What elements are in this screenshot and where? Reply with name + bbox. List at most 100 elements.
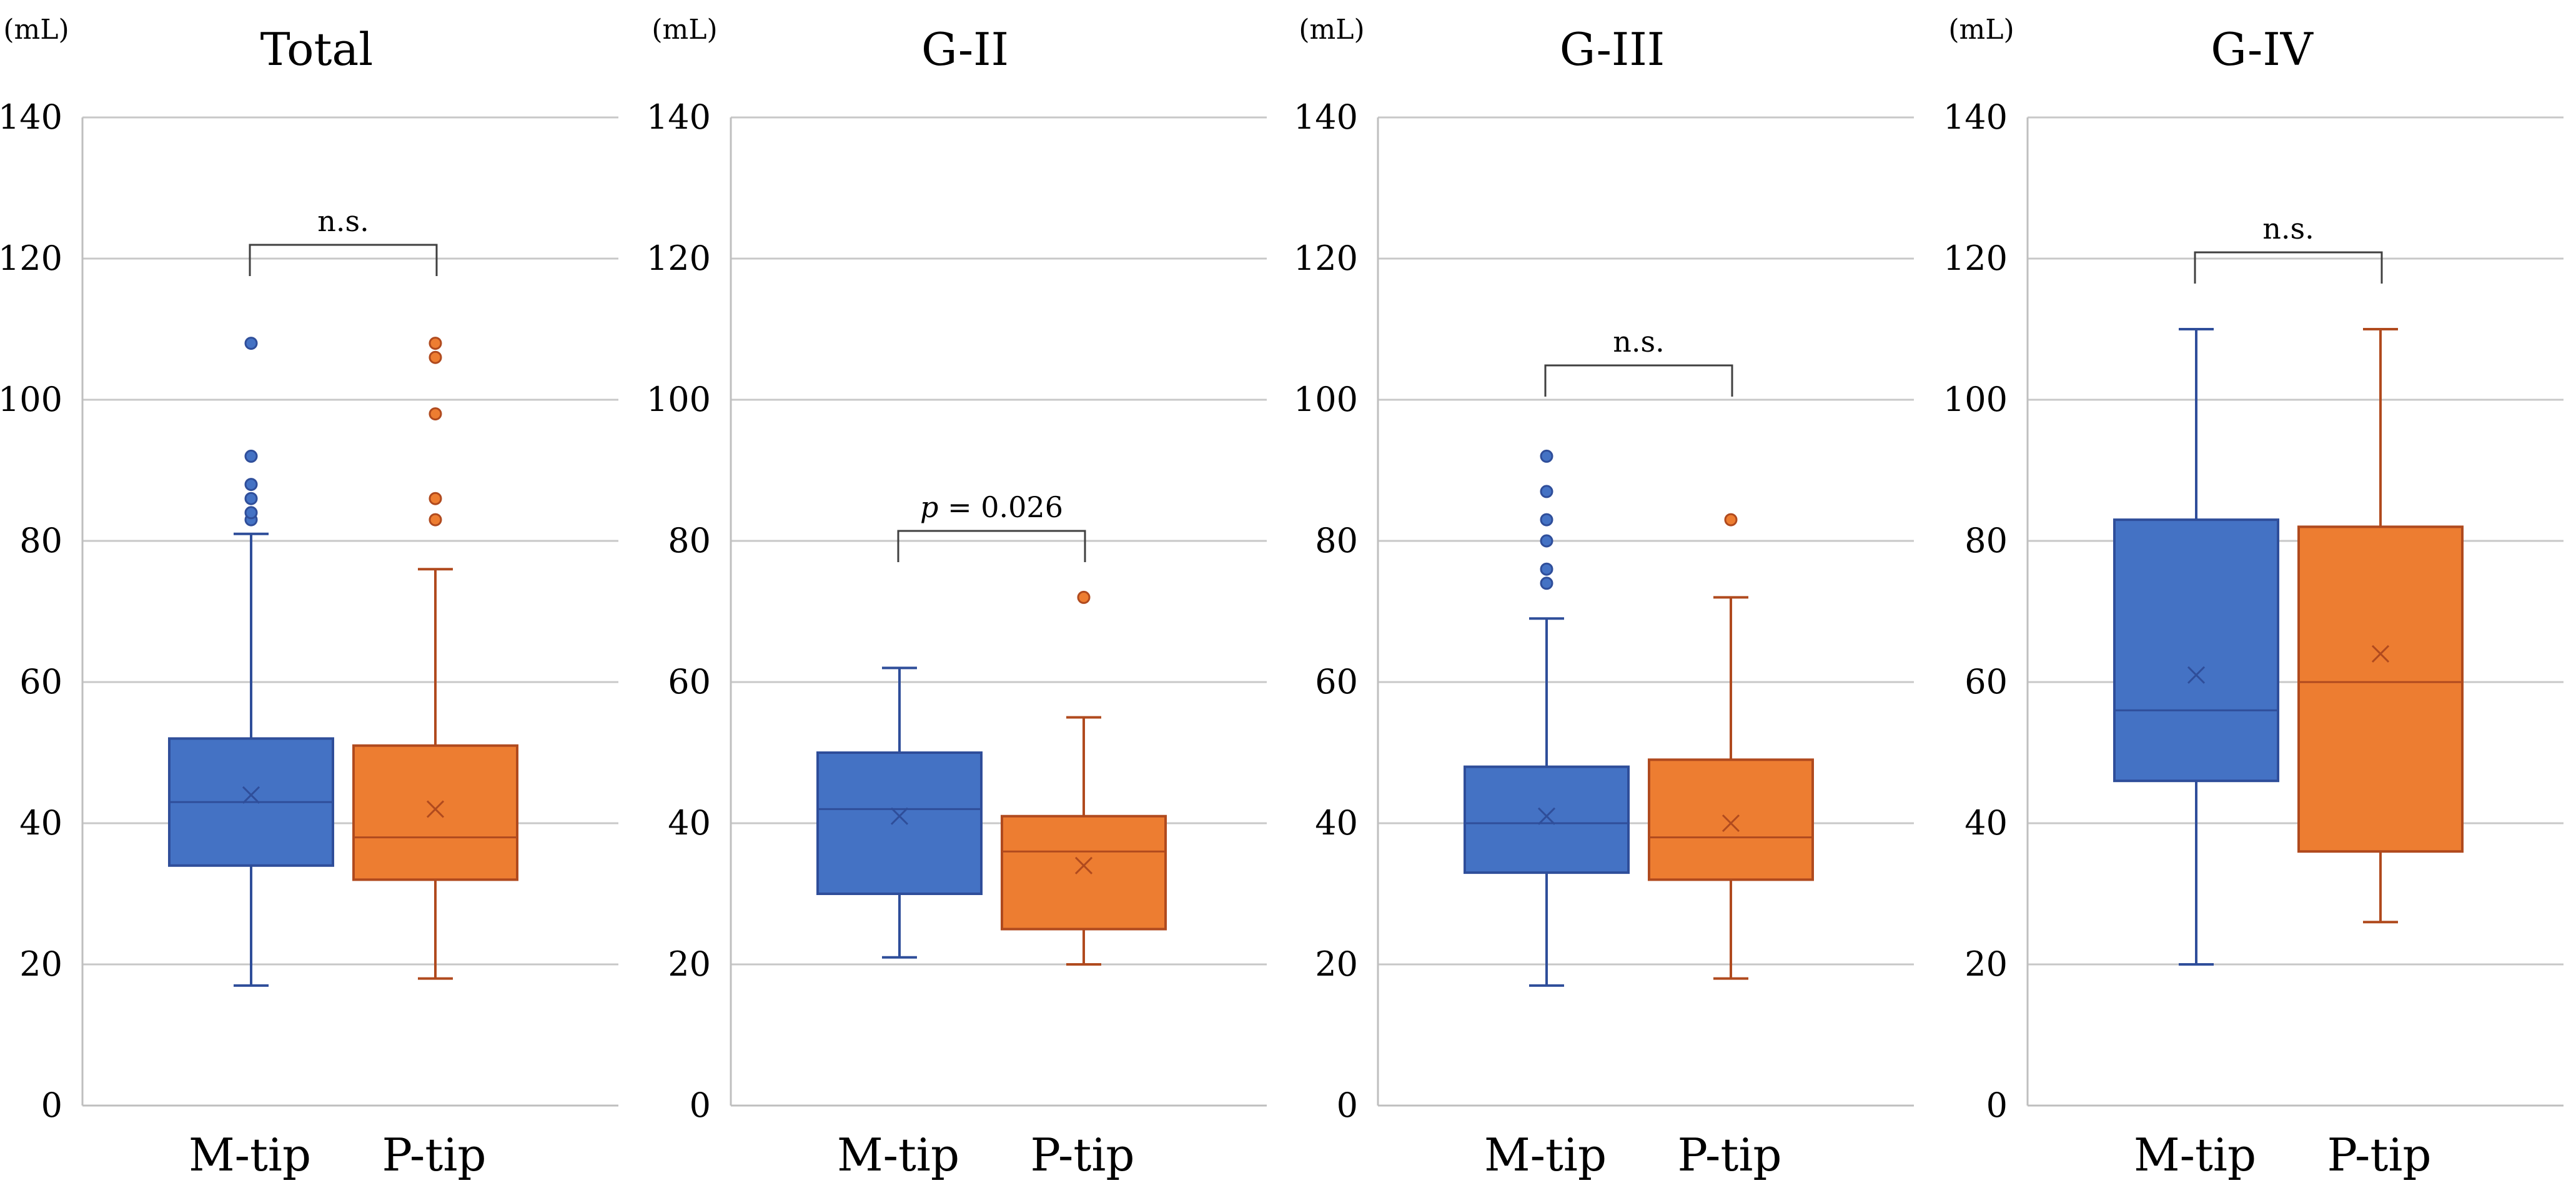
- x-tick-label: M-tip: [837, 1129, 959, 1181]
- panel-3: (mL) 0 20 40 60 80 100 120 140 G-IV M-tip P-tip n.s.: [1943, 14, 2564, 1181]
- y-tick-label: 100: [0, 380, 62, 419]
- box-iqr: [1001, 814, 1167, 931]
- outlier-point: [1540, 534, 1553, 548]
- y-tick-label: 0: [1986, 1086, 2008, 1125]
- y-tick-label: 80: [19, 521, 62, 560]
- significance-bracket: [2194, 251, 2383, 284]
- box-iqr: [2113, 518, 2279, 783]
- mean-marker: [2187, 666, 2206, 684]
- x-tick-label: P-tip: [1031, 1129, 1135, 1181]
- box-iqr: [816, 751, 983, 895]
- significance-bracket: [249, 244, 438, 276]
- outlier-point: [429, 337, 442, 350]
- series-p-tip: [1001, 590, 1167, 966]
- x-tick-label: M-tip: [1484, 1129, 1607, 1181]
- mean-marker: [426, 800, 445, 818]
- series-m-tip: [2113, 328, 2279, 966]
- mean-marker: [2371, 645, 2390, 663]
- y-tick-label: 120: [0, 239, 62, 278]
- y-tick-label: 40: [1315, 803, 1358, 843]
- significance-bracket: [897, 530, 1086, 562]
- series-m-tip: [1464, 449, 1630, 987]
- y-tick-label: 140: [1294, 97, 1358, 137]
- outlier-point: [1724, 513, 1738, 527]
- outlier-point: [1540, 562, 1553, 576]
- y-tick-label: 0: [690, 1086, 711, 1125]
- box-iqr: [1648, 758, 1814, 881]
- y-tick-label: 20: [1315, 944, 1358, 984]
- outlier-point: [1540, 577, 1553, 590]
- mean-marker: [242, 786, 260, 804]
- unit-label: (mL): [3, 14, 69, 46]
- y-tick-label: 20: [19, 944, 62, 984]
- y-tick-label: 60: [19, 662, 62, 701]
- series-p-tip: [1648, 513, 1814, 980]
- y-tick-label: 80: [1964, 521, 2008, 560]
- y-tick-label: 0: [1337, 1086, 1358, 1125]
- outlier-point: [429, 350, 442, 364]
- outlier-point: [1540, 513, 1553, 527]
- outlier-point: [244, 337, 258, 350]
- y-tick-label: 80: [1315, 521, 1358, 560]
- y-tick-label: 120: [1943, 239, 2008, 278]
- significance-label: n.s.: [2262, 212, 2314, 245]
- p-symbol: p: [920, 490, 938, 524]
- unit-label: (mL): [1948, 14, 2014, 46]
- y-tick-label: 100: [646, 380, 711, 419]
- outlier-point: [244, 449, 258, 463]
- outlier-point: [244, 506, 258, 520]
- y-tick-label: 120: [646, 239, 711, 278]
- y-tick-label: 60: [1964, 662, 2008, 701]
- x-tick-label: M-tip: [189, 1129, 311, 1181]
- y-tick-label: 60: [1315, 662, 1358, 701]
- y-tick-label: 0: [41, 1086, 62, 1125]
- outlier-point: [244, 478, 258, 492]
- x-tick-label: M-tip: [2134, 1129, 2256, 1181]
- panel-title: G-II: [921, 23, 1009, 76]
- y-tick-label: 40: [19, 803, 62, 843]
- y-tick-label: 100: [1943, 380, 2008, 419]
- box-iqr: [2297, 525, 2464, 853]
- y-tick-label: 60: [668, 662, 711, 701]
- series-p-tip: [2297, 328, 2464, 924]
- y-tick-label: 140: [646, 97, 711, 137]
- series-m-tip: [816, 666, 983, 959]
- outlier-point: [1540, 449, 1553, 463]
- mean-marker: [1537, 807, 1556, 825]
- x-tick-label: P-tip: [1678, 1129, 1782, 1181]
- outlier-point: [1077, 590, 1091, 604]
- x-tick-label: P-tip: [382, 1129, 487, 1181]
- outlier-point: [429, 513, 442, 527]
- box-iqr: [1464, 765, 1630, 874]
- series-p-tip: [352, 337, 518, 980]
- mean-marker: [1074, 856, 1093, 874]
- panel-title: Total: [260, 23, 374, 76]
- y-tick-label: 40: [1964, 803, 2008, 843]
- x-tick-label: P-tip: [2327, 1129, 2432, 1181]
- significance-bracket: [1544, 364, 1733, 397]
- p-value: = 0.026: [938, 490, 1063, 524]
- panel-title: G-IV: [2211, 23, 2314, 76]
- panel-2: (mL) 0 20 40 60 80 100 120 140 G-III M-tip P-tip n.s…: [1294, 14, 1914, 1181]
- outlier-point: [429, 407, 442, 421]
- mean-marker: [890, 807, 909, 825]
- y-tick-label: 20: [668, 944, 711, 984]
- unit-label: (mL): [651, 14, 717, 46]
- unit-label: (mL): [1299, 14, 1364, 46]
- y-tick-label: 140: [0, 97, 62, 137]
- panel-title: G-III: [1560, 23, 1665, 76]
- panel-0: (mL) 0 20 40 60 80 100 120 140 Total M-tip P-tip n.s…: [0, 14, 618, 1181]
- y-tick-label: 20: [1964, 944, 2008, 984]
- significance-label: p = 0.026: [920, 490, 1063, 524]
- box-iqr: [352, 744, 518, 881]
- outlier-point: [244, 492, 258, 505]
- panel-1: (mL) 0 20 40 60 80 100 120 140 G-II M-tip P-tip p = …: [646, 14, 1267, 1181]
- significance-label: n.s.: [317, 204, 369, 238]
- y-tick-label: 40: [668, 803, 711, 843]
- y-tick-label: 140: [1943, 97, 2008, 137]
- series-m-tip: [168, 337, 334, 987]
- y-tick-label: 120: [1294, 239, 1358, 278]
- mean-marker: [1721, 814, 1740, 833]
- significance-label: n.s.: [1613, 325, 1664, 359]
